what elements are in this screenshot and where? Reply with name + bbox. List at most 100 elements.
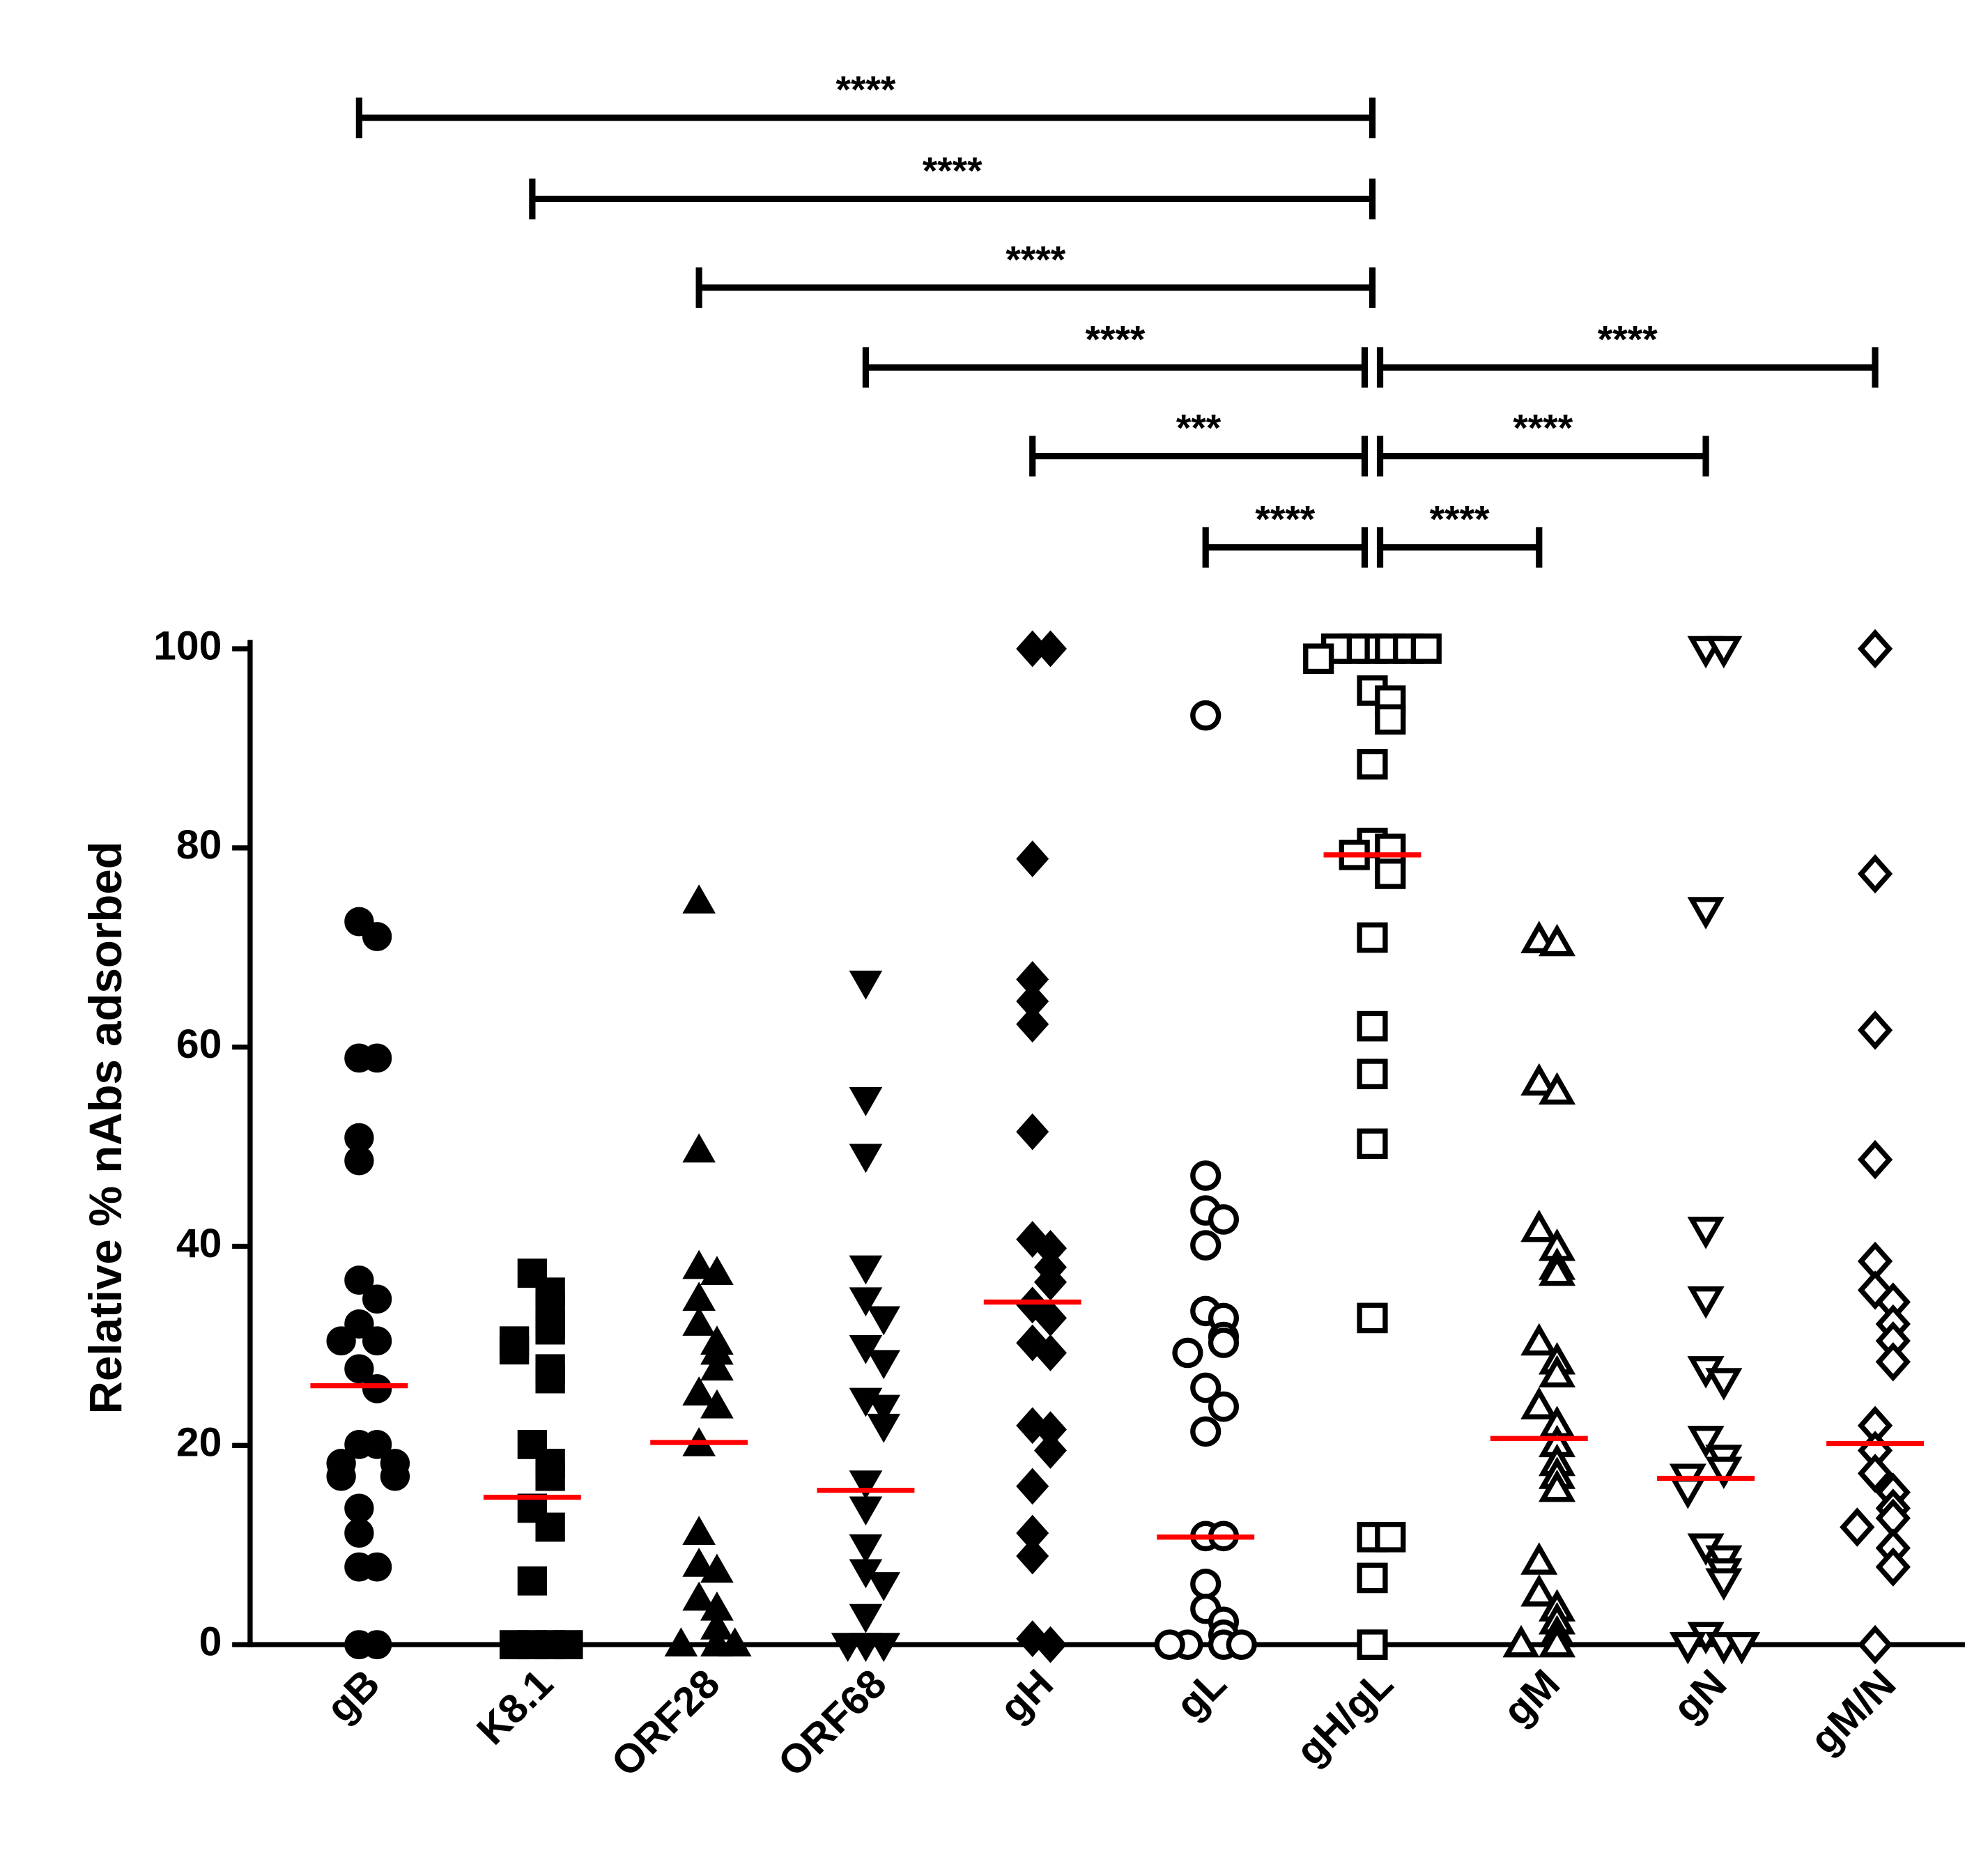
- data-point: [499, 1335, 530, 1365]
- data-point: [1357, 1010, 1388, 1042]
- data-point: [1016, 1113, 1049, 1150]
- data-point: [362, 1284, 392, 1314]
- data-point: [1208, 1327, 1240, 1358]
- data-point: [344, 1493, 374, 1523]
- data-point: [1875, 1547, 1911, 1587]
- x-tick-label: gM/N: [1801, 1661, 1904, 1763]
- data-point: [535, 1461, 565, 1491]
- data-point: [326, 1461, 356, 1491]
- x-tick-label: ORF28: [603, 1661, 728, 1785]
- data-point: [1538, 1469, 1576, 1502]
- data-point: [1226, 1629, 1257, 1660]
- data-point: [1669, 1477, 1706, 1509]
- data-point: [1190, 1569, 1222, 1599]
- data-point: [1357, 1629, 1388, 1660]
- data-point: [1033, 1432, 1067, 1469]
- data-point: [1502, 1624, 1540, 1658]
- data-point: [1375, 1521, 1406, 1553]
- data-point: [849, 1603, 883, 1633]
- data-point: [1705, 1568, 1743, 1601]
- data-point: [1190, 1416, 1222, 1447]
- data-point: [1172, 1337, 1203, 1369]
- significance-label: ****: [923, 149, 983, 192]
- data-point: [1357, 1059, 1388, 1090]
- data-point: [849, 1496, 883, 1526]
- data-point: [344, 1309, 374, 1339]
- data-point: [1538, 1072, 1576, 1105]
- data-point: [1375, 833, 1406, 865]
- significance-label: ****: [1255, 498, 1316, 541]
- data-point: [1857, 854, 1893, 894]
- y-tick-label: 60: [176, 1022, 222, 1067]
- data-point: [1538, 1355, 1576, 1388]
- data-point: [1687, 1217, 1725, 1249]
- data-point: [664, 1627, 698, 1657]
- data-point: [1375, 704, 1406, 735]
- x-tick-label: ORF68: [769, 1661, 895, 1785]
- data-point: [1357, 922, 1388, 953]
- data-point: [380, 1461, 410, 1491]
- data-point: [1033, 1334, 1067, 1371]
- data-point: [1520, 1542, 1558, 1575]
- data-point: [362, 1630, 392, 1660]
- data-point: [1016, 1537, 1049, 1575]
- x-tick-label: gH: [991, 1661, 1062, 1732]
- data-point: [1520, 1323, 1558, 1356]
- data-point: [1016, 1006, 1049, 1043]
- data-point: [867, 1633, 901, 1663]
- data-point: [344, 1354, 374, 1384]
- data-point: [362, 1373, 392, 1403]
- data-point: [1190, 1160, 1222, 1191]
- data-point: [1033, 630, 1067, 668]
- data-point: [1857, 629, 1893, 669]
- significance-label: ****: [1430, 498, 1490, 541]
- data-point: [1303, 643, 1334, 675]
- data-point: [700, 1389, 734, 1419]
- data-point: [831, 1633, 865, 1663]
- x-tick-label: gB: [318, 1661, 389, 1732]
- data-point: [682, 1581, 716, 1611]
- y-axis-label: Relative % nAbs adsorbed: [79, 841, 131, 1414]
- data-point: [682, 1516, 716, 1546]
- data-point: [1857, 1624, 1893, 1665]
- data-point: [1857, 1454, 1893, 1493]
- data-point: [1190, 700, 1222, 731]
- data-point: [344, 1265, 374, 1295]
- data-point: [1705, 1368, 1743, 1401]
- data-point: [849, 970, 883, 1000]
- data-point: [1520, 1387, 1558, 1419]
- significance-label: ****: [835, 68, 896, 111]
- data-point: [1687, 1286, 1725, 1319]
- data-point: [1669, 1631, 1706, 1665]
- data-point: [1705, 1456, 1743, 1489]
- significance-label: ****: [1085, 318, 1146, 361]
- y-tick-label: 80: [176, 823, 222, 868]
- x-tick-label: gM: [1495, 1661, 1569, 1734]
- data-point: [867, 1413, 901, 1443]
- data-point: [849, 1144, 883, 1173]
- data-point: [362, 1552, 392, 1582]
- data-point: [1723, 1631, 1761, 1665]
- data-point: [682, 1376, 716, 1406]
- data-point: [1857, 1139, 1893, 1180]
- data-point: [849, 1287, 883, 1317]
- data-point: [535, 1315, 565, 1345]
- data-point: [1208, 1204, 1240, 1235]
- data-point: [1154, 1629, 1185, 1660]
- data-point: [700, 1553, 734, 1583]
- y-tick-label: 40: [176, 1221, 222, 1266]
- data-point: [1538, 1624, 1576, 1658]
- data-point: [1190, 1230, 1222, 1261]
- data-point: [1357, 1562, 1388, 1594]
- data-point: [1357, 748, 1388, 780]
- data-point: [1875, 1342, 1911, 1382]
- data-point: [1520, 1063, 1558, 1096]
- data-point: [700, 1256, 734, 1285]
- significance-label: ****: [1005, 238, 1066, 281]
- data-point: [535, 1364, 565, 1394]
- data-point: [1410, 633, 1442, 664]
- data-point: [867, 1306, 901, 1336]
- x-tick-label: gH/gL: [1288, 1661, 1402, 1774]
- data-point: [344, 1146, 374, 1176]
